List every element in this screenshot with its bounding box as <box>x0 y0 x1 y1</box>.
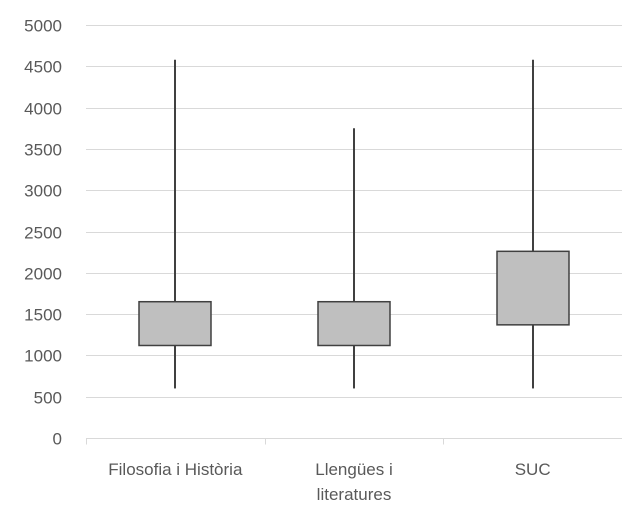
y-tick-label: 500 <box>34 389 62 408</box>
category-labels: Filosofia i Història Llengües i literature… <box>108 460 550 504</box>
y-tick-label: 2500 <box>24 224 62 243</box>
interquartile-box <box>317 300 391 347</box>
x-axis <box>86 438 622 445</box>
category-label: SUC <box>515 460 551 479</box>
box-plot-item <box>138 59 212 389</box>
y-tick-label: 4500 <box>24 58 62 77</box>
y-tick-label: 1500 <box>24 306 62 325</box>
y-tick-label: 2000 <box>24 265 62 284</box>
interquartile-box <box>496 250 570 326</box>
box-series <box>138 59 570 389</box>
y-tick-label: 5000 <box>24 17 62 36</box>
box-plot-item <box>317 128 391 389</box>
y-tick-label: 0 <box>53 430 62 449</box>
y-tick-label: 4000 <box>24 100 62 119</box>
y-axis-tick-labels: 0 500 1000 1500 2000 2500 3000 3500 4000 4500 5000 <box>24 17 62 449</box>
category-label: Filosofia i Història <box>108 460 243 479</box>
interquartile-box <box>138 300 212 347</box>
category-label-line: literatures <box>317 485 392 504</box>
category-label-line: Filosofia i Història <box>108 460 243 479</box>
box-plot-item <box>496 59 570 389</box>
category-label-line: SUC <box>515 460 551 479</box>
category-label-line: Llengües i <box>315 460 393 479</box>
y-tick-label: 3500 <box>24 141 62 160</box>
category-label: Llengües i literatures <box>315 460 393 504</box>
y-tick-label: 1000 <box>24 347 62 366</box>
y-tick-label: 3000 <box>24 182 62 201</box>
